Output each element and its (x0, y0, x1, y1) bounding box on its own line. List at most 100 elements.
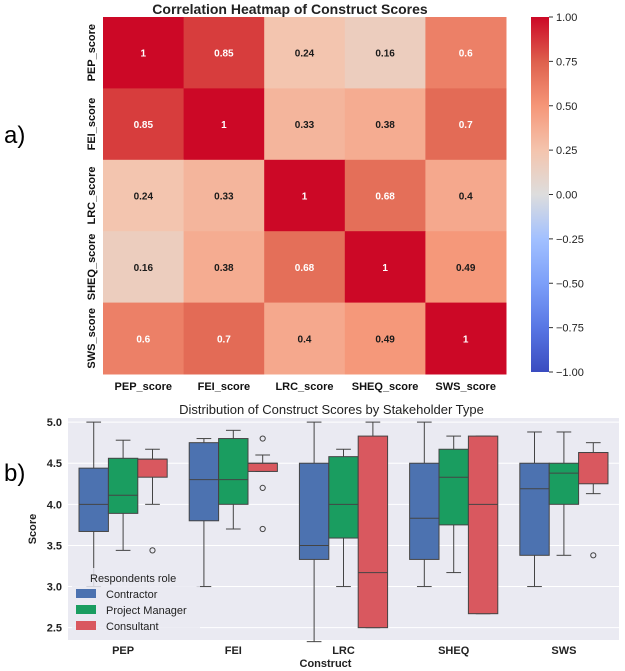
heatmap-cell-label: 0.7 (217, 334, 231, 345)
heatmap-cell-label: 0.85 (214, 49, 234, 60)
heatmap-cell (344, 231, 426, 304)
box-outlier (259, 525, 266, 533)
heatmap-cell-label: 0.33 (295, 120, 315, 131)
heatmap-cell (264, 302, 346, 375)
heatmap-cell-label: 0.16 (134, 263, 154, 274)
colorbar (531, 17, 549, 372)
heatmap-cell (183, 159, 265, 232)
boxplot-ytick-label: 3.5 (47, 540, 62, 552)
heatmap-row-label: LRC_score (86, 166, 98, 224)
heatmap-cell-label: 1 (302, 192, 308, 203)
heatmap-row-label: FEI_score (86, 98, 98, 151)
box-consultant (247, 435, 278, 533)
boxplot-ytick-label: 4.5 (47, 458, 62, 470)
heatmap-cell (344, 88, 426, 161)
box-project-manager (548, 431, 580, 556)
colorbar-tick-label: 0.75 (556, 56, 577, 68)
box-project-manager (107, 439, 139, 551)
heatmap-cell (425, 159, 507, 232)
box-contractor (409, 421, 440, 588)
heatmap-title: Correlation Heatmap of Construct Scores (152, 1, 428, 17)
box-iqr (438, 448, 469, 526)
colorbar-tick-label: 0.50 (556, 101, 577, 113)
box-iqr (357, 435, 389, 629)
box-project-manager (438, 435, 469, 574)
box-consultant (357, 421, 389, 629)
box-iqr (218, 438, 249, 505)
box-iqr (78, 467, 109, 532)
heatmap-cell-label: 0.6 (459, 49, 473, 60)
box-consultant (578, 442, 609, 559)
box-project-manager (328, 448, 359, 588)
boxplot-xtick-label: PEP (112, 645, 134, 657)
heatmap-cell-label: 0.6 (136, 334, 150, 345)
heatmap-col-label: SHEQ_score (352, 381, 419, 393)
box-outlier (590, 552, 597, 559)
legend-title: Respondents role (90, 573, 176, 585)
colorbar-tick-label: 0.25 (556, 145, 577, 157)
heatmap-cell (264, 159, 346, 232)
box-iqr (409, 462, 440, 560)
legend-swatch (76, 621, 96, 630)
heatmap-cell (425, 88, 507, 161)
legend-box (72, 568, 200, 634)
heatmap-cell-label: 0.24 (295, 49, 315, 60)
heatmap-cell (103, 302, 185, 375)
heatmap-cell (183, 88, 265, 161)
box-contractor (298, 421, 330, 643)
box-iqr (107, 457, 139, 514)
correlation-heatmap: Correlation Heatmap of Construct Scores 1… (86, 1, 584, 393)
colorbar-tick-label: 0.00 (556, 190, 577, 202)
heatmap-cell (103, 88, 185, 161)
heatmap-cell (264, 88, 346, 161)
boxplot-xlabel: Construct (300, 658, 352, 670)
heatmap-col-label: LRC_score (275, 381, 333, 393)
heatmap-cell-label: 0.38 (214, 263, 234, 274)
colorbar-tick-label: −1.00 (556, 367, 584, 379)
legend-swatch (76, 589, 96, 598)
heatmap-cell (183, 17, 265, 89)
heatmap-cell-label: 1 (382, 263, 388, 274)
heatmap-cell (183, 302, 265, 375)
heatmap-cell (264, 231, 346, 304)
heatmap-cell-label: 0.4 (459, 192, 473, 203)
boxplot-xtick-label: LRC (332, 645, 355, 657)
heatmap-cell (183, 231, 265, 304)
heatmap-cell-label: 0.4 (298, 334, 312, 345)
heatmap-col-label: PEP_score (115, 381, 172, 393)
boxplot-xtick-label: SHEQ (438, 645, 470, 657)
heatmap-cell (344, 17, 426, 89)
heatmap-cell (425, 17, 507, 89)
boxplot-title: Distribution of Construct Scores by Stak… (179, 402, 484, 417)
heatmap-col-label: SWS_score (435, 381, 496, 393)
heatmap-cell (264, 17, 346, 89)
boxplot-ytick-label: 5.0 (47, 417, 62, 429)
heatmap-cell (344, 302, 426, 375)
box-iqr (188, 442, 220, 522)
heatmap-cell-label: 1 (141, 49, 147, 60)
heatmap-row-label: SHEQ_score (86, 234, 98, 301)
box-iqr (519, 462, 550, 556)
box-contractor (188, 438, 220, 588)
box-iqr (548, 462, 580, 505)
heatmap-cell (103, 17, 185, 89)
heatmap-cell-label: 0.49 (375, 334, 395, 345)
box-outlier (259, 435, 266, 442)
colorbar-tick-label: 1.00 (556, 12, 577, 24)
box-iqr (247, 462, 278, 472)
legend-label: Contractor (106, 589, 158, 601)
boxplot-ytick-label: 4.0 (47, 499, 62, 511)
box-iqr (467, 435, 499, 615)
heatmap-cell-label: 0.49 (456, 263, 476, 274)
box-project-manager (218, 429, 249, 530)
heatmap-cell (103, 159, 185, 232)
boxplot-ylabel: Score (27, 514, 39, 545)
heatmap-cell (425, 231, 507, 304)
heatmap-cell-label: 0.7 (459, 120, 473, 131)
boxplot-xtick-label: SWS (551, 645, 576, 657)
heatmap-row-label: PEP_score (86, 24, 98, 81)
heatmap-cell (425, 302, 507, 375)
box-outlier (259, 484, 266, 491)
heatmap-cell (103, 231, 185, 304)
